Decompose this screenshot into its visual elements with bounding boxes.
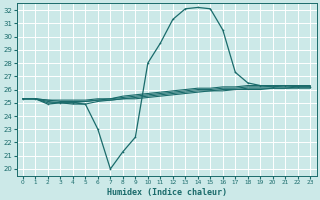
X-axis label: Humidex (Indice chaleur): Humidex (Indice chaleur): [107, 188, 227, 197]
